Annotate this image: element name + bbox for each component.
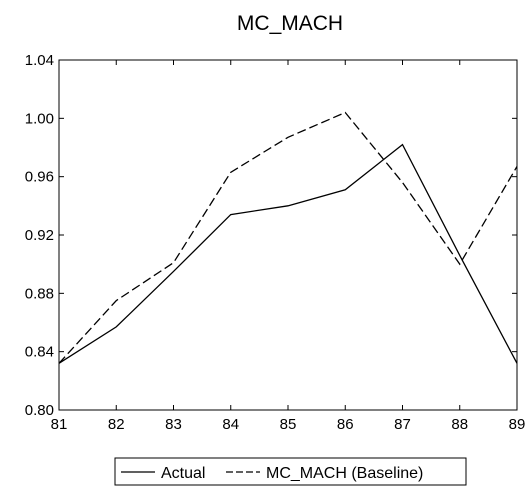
data-point-baseline (402, 182, 403, 183)
data-point-baseline (459, 264, 460, 265)
y-tick-label: 0.80 (25, 402, 54, 419)
data-point-actual (287, 205, 288, 206)
data-point-baseline (287, 137, 288, 138)
legend-label-actual: Actual (161, 465, 205, 482)
legend-box (114, 457, 467, 486)
series-line-actual (58, 143, 518, 364)
data-point-actual (173, 271, 174, 272)
series-line-baseline (58, 111, 518, 364)
series-layer (58, 111, 518, 364)
y-tick-label: 0.96 (25, 169, 54, 186)
y-axis: 0.80 0.84 0.88 0.92 0.96 1.00 1.04 (25, 52, 517, 419)
data-point-actual (345, 189, 346, 190)
y-tick-label: 0.88 (25, 285, 54, 302)
data-point-baseline (230, 172, 231, 173)
legend: Actual MC_MACH (Baseline) (114, 457, 467, 486)
x-tick-label: 87 (394, 416, 411, 433)
y-tick-label: 1.00 (25, 110, 54, 127)
x-tick-label: 83 (165, 416, 182, 433)
y-tick-label: 0.92 (25, 227, 54, 244)
data-point-actual (402, 144, 403, 145)
data-point-baseline (516, 166, 517, 167)
x-tick-label: 89 (509, 416, 526, 433)
data-point-actual (516, 363, 517, 364)
data-point-actual (116, 326, 117, 327)
chart-title: MC_MACH (237, 12, 343, 35)
data-point-baseline (58, 363, 59, 364)
data-point-baseline (116, 300, 117, 301)
x-tick-label: 86 (337, 416, 354, 433)
x-tick-label: 82 (108, 416, 125, 433)
data-point-actual (230, 214, 231, 215)
data-point-baseline (173, 262, 174, 263)
data-point-actual (459, 255, 460, 256)
x-tick-label: 85 (280, 416, 297, 433)
legend-label-baseline: MC_MACH (Baseline) (266, 465, 423, 482)
x-tick-label: 84 (222, 416, 239, 433)
x-tick-label: 81 (51, 416, 68, 433)
y-tick-label: 1.04 (25, 52, 54, 69)
x-tick-label: 88 (451, 416, 468, 433)
x-axis: 81 82 83 84 85 86 87 88 89 (51, 60, 526, 433)
y-tick-label: 0.84 (25, 344, 54, 361)
data-point-baseline (345, 112, 346, 113)
plot-area (58, 59, 518, 411)
